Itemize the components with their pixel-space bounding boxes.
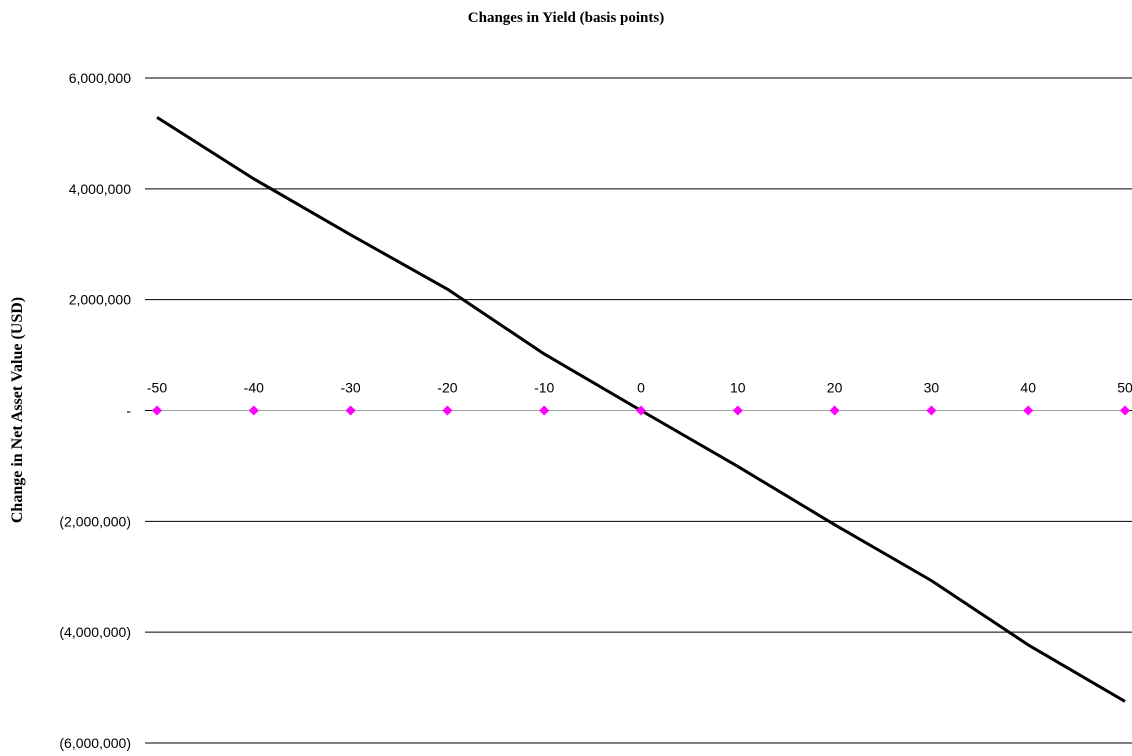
x-tick-label: -20 — [437, 380, 457, 396]
x-tick-label: -40 — [244, 380, 264, 396]
x-tick-label: -30 — [340, 380, 360, 396]
y-tick-label: - — [126, 403, 131, 419]
data-point-marker — [636, 405, 646, 416]
x-tick-label: 10 — [730, 380, 746, 396]
x-tick-label: 20 — [827, 380, 843, 396]
y-tick-labels: 6,000,000 4,000,000 2,000,000 - (2,000,000) (… — [59, 70, 131, 751]
chart-title: Changes in Yield (basis points) — [468, 10, 664, 26]
x-tick-label: 50 — [1117, 380, 1132, 396]
data-point-marker — [732, 405, 743, 416]
y-tick-label: 6,000,000 — [69, 70, 131, 86]
y-tick-label: 4,000,000 — [69, 181, 131, 197]
data-point-marker — [539, 405, 550, 416]
series-group — [152, 116, 1130, 703]
data-point-marker — [248, 405, 259, 416]
y-tick-label: 2,000,000 — [69, 292, 131, 308]
y-tick-label: (2,000,000) — [59, 513, 131, 529]
data-point-marker — [1120, 405, 1130, 416]
x-tick-label: 0 — [637, 380, 645, 396]
x-tick-label: -10 — [534, 380, 554, 396]
data-point-marker — [829, 405, 840, 416]
data-point-marker — [1023, 405, 1034, 416]
x-tick-labels: -50 -40 -30 -20 -10 0 10 20 30 40 50 — [147, 380, 1132, 396]
y-axis-label: Change in Net Asset Value (USD) — [9, 297, 26, 523]
x-tick-label: -50 — [147, 380, 167, 396]
y-tick-label: (4,000,000) — [59, 624, 131, 640]
data-point-marker — [442, 405, 453, 416]
x-tick-label: 30 — [924, 380, 940, 396]
data-point-marker — [926, 405, 937, 416]
x-tick-label: 40 — [1020, 380, 1036, 396]
y-tick-label: (6,000,000) — [59, 735, 131, 751]
data-point-marker — [152, 405, 162, 416]
data-point-marker — [345, 405, 356, 416]
